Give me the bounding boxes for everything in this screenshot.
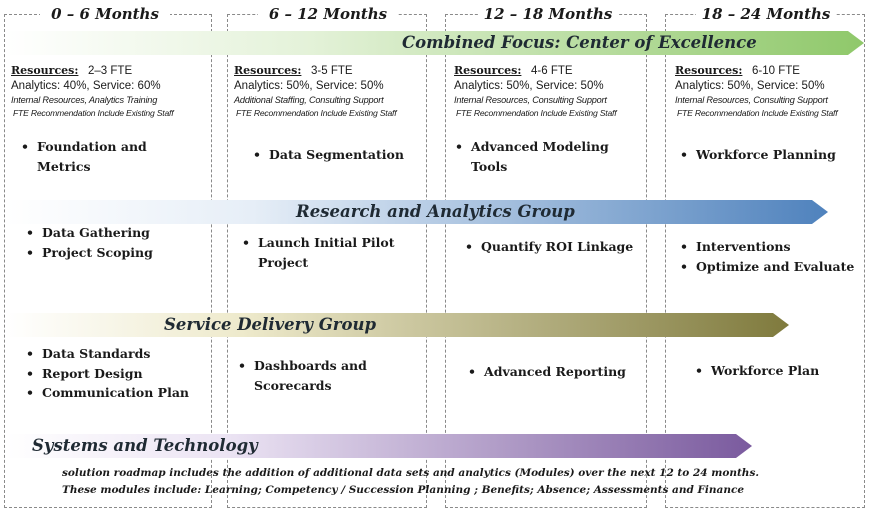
banner-center-of-excellence: Combined Focus: Center of Excellence: [6, 31, 864, 55]
resources-block-6-12: Resources: 3-5 FTE Analytics: 50%, Servi…: [234, 63, 397, 120]
resources-note: Internal Resources, Analytics Training: [11, 95, 158, 105]
footnote-line-1: solution roadmap includes the addition o…: [62, 467, 760, 479]
coe-items-0-6: Foundation and Metrics: [21, 137, 171, 176]
banner-label-coe: Combined Focus: Center of Excellence: [402, 33, 757, 52]
resources-note: Internal Resources, Consulting Support: [454, 95, 607, 105]
allocation-split: Analytics: 40%, Service: 60%: [11, 80, 161, 92]
list-item: Interventions: [680, 237, 860, 257]
banner-arrow-sdg: [6, 313, 789, 337]
list-item: Advanced Reporting: [468, 362, 643, 382]
fte-recommendation-note: FTE Recommendation Include Existing Staf…: [456, 108, 617, 118]
list-item: Workforce Planning: [680, 145, 860, 165]
banner-arrow-rag: [6, 200, 828, 224]
list-item: Quantify ROI Linkage: [465, 237, 645, 257]
banner-service-delivery: Service Delivery Group: [6, 313, 789, 337]
sdg-items-12-18: Advanced Reporting: [468, 362, 643, 382]
banner-label-sdg: Service Delivery Group: [164, 315, 377, 334]
rag-items-0-6: Data Gathering Project Scoping: [26, 223, 206, 262]
list-item: Foundation and Metrics: [21, 137, 171, 176]
rag-items-6-12: Launch Initial Pilot Project: [242, 233, 417, 272]
fte-value: 6-10 FTE: [752, 65, 800, 77]
list-item: Data Gathering: [26, 223, 206, 243]
fte-value: 4-6 FTE: [531, 65, 573, 77]
sdg-items-0-6: Data Standards Report Design Communicati…: [26, 344, 211, 403]
fte-recommendation-note: FTE Recommendation Include Existing Staf…: [13, 108, 174, 118]
banner-systems-technology: Systems and Technology: [6, 434, 752, 458]
list-item: Communication Plan: [26, 383, 211, 403]
banner-label-rag: Research and Analytics Group: [296, 202, 575, 221]
resources-label: Resources:: [454, 64, 522, 77]
list-item: Data Standards: [26, 344, 211, 364]
resources-block-0-6: Resources: 2–3 FTE Analytics: 40%, Servi…: [11, 63, 174, 120]
fte-recommendation-note: FTE Recommendation Include Existing Staf…: [236, 108, 397, 118]
column-header-6-12: 6 – 12 Months: [258, 3, 398, 25]
sdg-items-18-24: Workforce Plan: [695, 361, 855, 381]
fte-value: 2–3 FTE: [88, 65, 133, 77]
list-item: Optimize and Evaluate: [680, 257, 860, 277]
rag-items-12-18: Quantify ROI Linkage: [465, 237, 645, 257]
banner-research-analytics: Research and Analytics Group: [6, 200, 828, 224]
banner-arrow-coe: [6, 31, 864, 55]
resources-block-12-18: Resources: 4-6 FTE Analytics: 50%, Servi…: [454, 63, 617, 120]
banner-arrow-sys: [6, 434, 752, 458]
list-item: Workforce Plan: [695, 361, 855, 381]
resources-note: Internal Resources, Consulting Support: [675, 95, 828, 105]
list-item: Data Segmentation: [253, 145, 423, 165]
column-header-18-24: 18 – 24 Months: [696, 3, 836, 25]
resources-note: Additional Staffing, Consulting Support: [234, 95, 384, 105]
list-item: Project Scoping: [26, 243, 206, 263]
allocation-split: Analytics: 50%, Service: 50%: [675, 80, 825, 92]
column-header-0-6: 0 – 6 Months: [40, 3, 170, 25]
allocation-split: Analytics: 50%, Service: 50%: [454, 80, 604, 92]
resources-label: Resources:: [675, 64, 743, 77]
sdg-items-6-12: Dashboards and Scorecards: [238, 356, 388, 395]
coe-items-12-18: Advanced Modeling Tools: [455, 137, 615, 176]
resources-label: Resources:: [11, 64, 79, 77]
list-item: Dashboards and Scorecards: [238, 356, 388, 395]
list-item: Report Design: [26, 364, 211, 384]
footnote: solution roadmap includes the addition o…: [62, 465, 759, 499]
resources-label: Resources:: [234, 64, 302, 77]
banner-label-sys: Systems and Technology: [32, 436, 258, 455]
list-item: Launch Initial Pilot Project: [242, 233, 417, 272]
coe-items-18-24: Workforce Planning: [680, 145, 860, 165]
column-header-12-18: 12 – 18 Months: [478, 3, 618, 25]
rag-items-18-24: Interventions Optimize and Evaluate: [680, 237, 860, 276]
allocation-split: Analytics: 50%, Service: 50%: [234, 80, 384, 92]
fte-recommendation-note: FTE Recommendation Include Existing Staf…: [677, 108, 838, 118]
fte-value: 3-5 FTE: [311, 65, 353, 77]
footnote-line-2: These modules include: Learning; Compete…: [62, 484, 745, 496]
coe-items-6-12: Data Segmentation: [253, 145, 423, 165]
resources-block-18-24: Resources: 6-10 FTE Analytics: 50%, Serv…: [675, 63, 838, 120]
list-item: Advanced Modeling Tools: [455, 137, 615, 176]
